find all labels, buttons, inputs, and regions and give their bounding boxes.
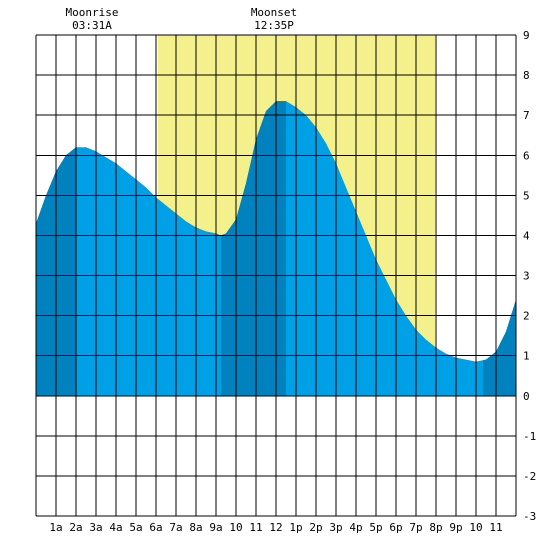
annotation-title: Moonrise [66, 6, 119, 19]
x-tick-label: 9a [209, 521, 222, 534]
annotation-title: Moonset [251, 6, 297, 19]
x-tick-label: 6a [149, 521, 162, 534]
y-tick-label: 2 [523, 310, 530, 323]
y-tick-label: 4 [523, 229, 530, 242]
y-tick-label: 0 [523, 390, 530, 403]
x-tick-label: 7p [409, 521, 422, 534]
x-tick-label: 8a [189, 521, 202, 534]
x-tick-label: 4p [349, 521, 362, 534]
x-tick-label: 6p [389, 521, 402, 534]
x-tick-label: 5a [129, 521, 142, 534]
x-tick-label: 12 [269, 521, 282, 534]
x-tick-label: 1a [49, 521, 62, 534]
x-tick-label: 3p [329, 521, 342, 534]
x-tick-label: 10 [229, 521, 242, 534]
y-tick-label: -3 [523, 510, 536, 523]
x-tick-label: 3a [89, 521, 102, 534]
axis-labels: 1a 2a 3a 4a 5a 6a 7a 8a 9a 10 11 12 1p 2p 3p 4p 5p 6p 7p 8p… [49, 29, 536, 534]
x-tick-label: 2a [69, 521, 82, 534]
y-tick-label: 8 [523, 69, 530, 82]
x-tick-label: 2p [309, 521, 322, 534]
x-tick-label: 1p [289, 521, 302, 534]
annotation-time: 12:35P [254, 19, 294, 32]
x-tick-label: 10 [469, 521, 482, 534]
x-tick-label: 4a [109, 521, 122, 534]
x-tick-label: 11 [249, 521, 262, 534]
x-tick-label: 9p [449, 521, 462, 534]
annotation-time: 03:31A [72, 19, 112, 32]
y-tick-label: 5 [523, 189, 530, 202]
grid-layer [35, 34, 517, 517]
x-tick-label: 8p [429, 521, 442, 534]
x-tick-label: 11 [489, 521, 502, 534]
y-tick-label: -1 [523, 430, 536, 443]
y-tick-label: 1 [523, 350, 530, 363]
y-tick-label: 7 [523, 109, 530, 122]
y-tick-label: -2 [523, 470, 536, 483]
tide-dark-band-2 [483, 101, 516, 396]
y-tick-label: 9 [523, 29, 530, 42]
y-tick-label: 3 [523, 270, 530, 283]
x-tick-label: 5p [369, 521, 382, 534]
x-tick-label: 7a [169, 521, 182, 534]
y-tick-label: 6 [523, 149, 530, 162]
